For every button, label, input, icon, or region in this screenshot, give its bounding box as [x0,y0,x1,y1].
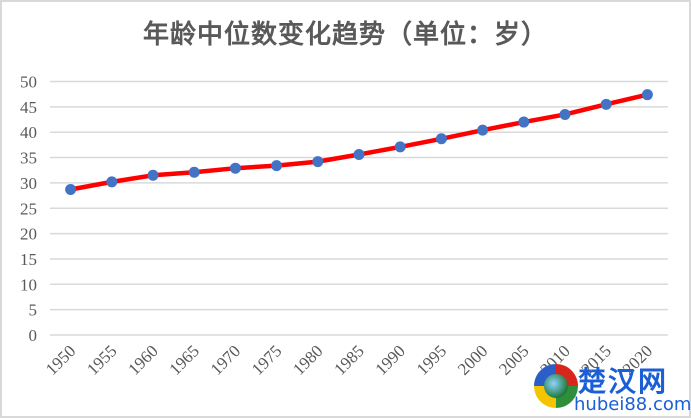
data-point-marker [229,162,241,174]
y-tick-label: 0 [29,326,38,345]
x-tick-label: 2005 [495,341,532,378]
globe-logo-icon [534,364,578,408]
y-tick-label: 20 [20,225,37,244]
data-point-marker [435,133,447,145]
x-tick-label: 1995 [413,341,450,378]
data-point-marker [312,156,324,168]
data-point-marker [600,98,612,110]
watermark-en: hubei88.com [574,394,691,415]
y-tick-label: 25 [20,199,37,218]
data-point-marker [641,89,653,101]
data-point-marker [106,176,118,188]
watermark: 楚汉网 hubei88.com [530,360,691,416]
x-tick-label: 1965 [166,341,203,378]
y-tick-label: 5 [29,301,38,320]
y-tick-label: 45 [20,98,37,117]
y-tick-label: 35 [20,149,37,168]
watermark-cn: 楚汉网 [578,365,669,398]
x-tick-label: 1970 [207,341,244,378]
x-tick-label: 1985 [330,341,367,378]
x-tick-label: 1960 [124,341,161,378]
chart-title: 年龄中位数变化趋势（单位：岁） [142,20,548,50]
data-point-marker [477,124,489,136]
y-tick-label: 30 [20,174,37,193]
x-tick-label: 1975 [248,341,285,378]
y-tick-label: 40 [20,123,37,142]
data-point-marker [559,108,571,120]
data-point-marker [353,149,365,161]
x-tick-label: 1990 [372,341,409,378]
data-point-marker [518,116,530,128]
data-point-marker [147,169,159,181]
x-tick-label: 1980 [289,341,326,378]
y-tick-label: 10 [20,275,37,294]
x-tick-label: 1950 [42,341,79,378]
y-tick-label: 50 [20,73,37,92]
data-point-marker [65,183,77,195]
y-tick-label: 15 [20,250,37,269]
x-tick-label: 1955 [83,341,120,378]
x-tick-label: 2000 [454,341,491,378]
data-point-marker [394,141,406,153]
data-point-marker [271,160,283,172]
data-point-marker [188,166,200,178]
